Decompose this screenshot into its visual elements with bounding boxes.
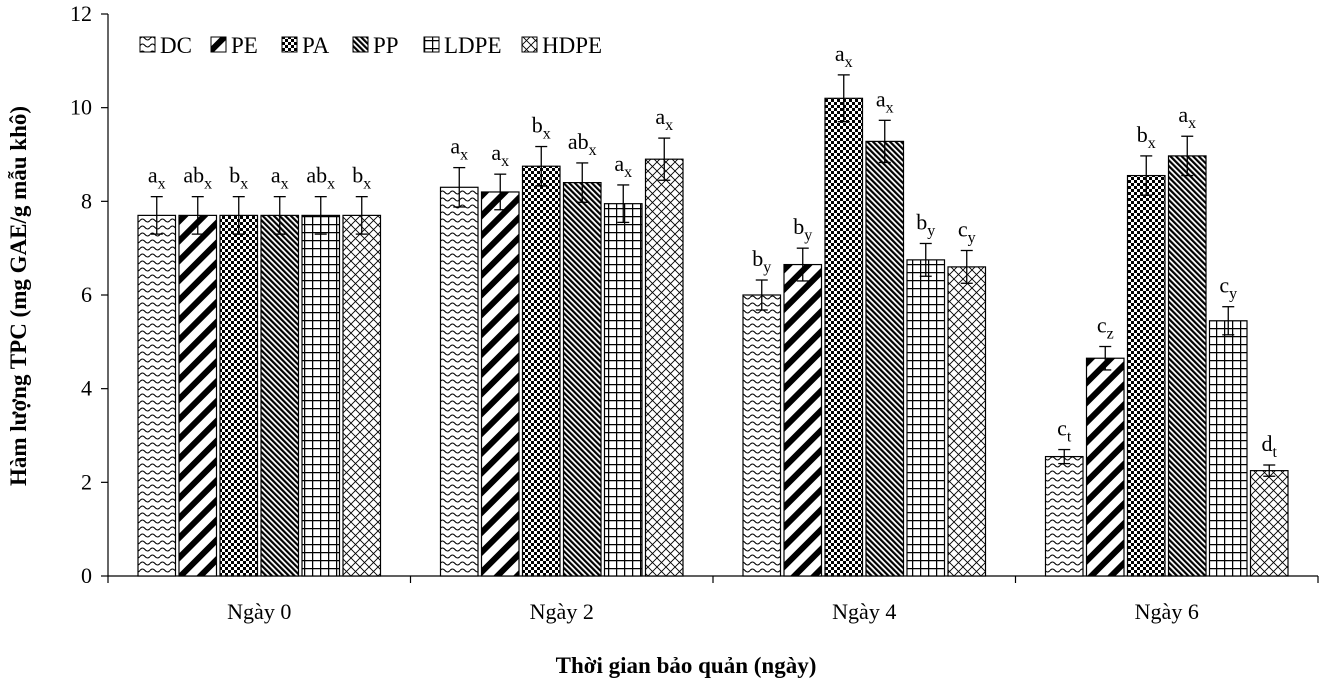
legend-swatch-dc [139, 36, 156, 53]
significance-label: cy [1219, 273, 1237, 303]
significance-label: ct [1057, 416, 1072, 446]
bar-pp-3 [1167, 155, 1207, 577]
bar-hdpe-1 [644, 158, 684, 577]
significance-label: ax [835, 41, 853, 71]
significance-label: by [752, 246, 771, 276]
legend-swatch-pa [281, 36, 298, 53]
bar-pa-3 [1126, 174, 1166, 577]
legend: DC PE PA PP LDPE HDPE [139, 33, 602, 58]
bar-pp-2 [865, 140, 905, 577]
significance-label: dt [1262, 431, 1278, 461]
bar-hdpe-0 [342, 214, 382, 577]
legend-label-hdpe: HDPE [542, 33, 602, 58]
significance-label: abx [183, 163, 212, 193]
bar-hdpe-3 [1249, 470, 1289, 577]
y-tick-label: 6 [81, 282, 92, 307]
y-tick-label: 8 [81, 188, 92, 213]
significance-label: bx [229, 163, 248, 193]
significance-label: abx [568, 129, 597, 159]
legend-swatch-hdpe [521, 36, 538, 53]
bar-pe-3 [1085, 357, 1125, 577]
significance-label: cz [1097, 313, 1114, 343]
bar-ldpe-0 [301, 214, 341, 577]
bar-pe-1 [480, 191, 520, 577]
significance-label: ax [148, 163, 166, 193]
bar-pp-1 [562, 182, 602, 577]
bar-ldpe-1 [603, 203, 643, 577]
bar-pa-0 [219, 214, 259, 577]
x-tick-label: Ngày 6 [1135, 599, 1199, 624]
x-tick-label: Ngày 2 [530, 599, 594, 624]
bar-pa-2 [824, 97, 864, 577]
bar-ldpe-2 [906, 259, 946, 577]
legend-label-pa: PA [302, 33, 330, 58]
significance-label: ax [1178, 102, 1196, 132]
bar-dc-3 [1044, 455, 1084, 577]
bar-dc-2 [742, 294, 782, 577]
bar-pa-1 [521, 165, 561, 577]
significance-label: ax [450, 134, 468, 164]
significance-label: bx [532, 113, 551, 143]
significance-label: abx [306, 163, 335, 193]
significance-label: by [916, 209, 935, 239]
x-tick-label: Ngày 4 [832, 599, 896, 624]
legend-label-dc: DC [160, 33, 192, 58]
x-tick-label: Ngày 0 [227, 599, 291, 624]
legend-swatch-ldpe [423, 36, 440, 53]
y-axis-title: Hàm lượng TPC (mg GAE/g mẫu khô) [6, 106, 31, 486]
legend-label-ldpe: LDPE [444, 33, 502, 58]
legend-swatch-pp [352, 36, 369, 53]
significance-label: ax [614, 151, 632, 181]
bar-dc-0 [137, 214, 177, 577]
significance-label: cy [958, 217, 976, 247]
bar-pe-2 [783, 263, 823, 577]
significance-label: ax [271, 163, 289, 193]
legend-label-pe: PE [231, 33, 258, 58]
y-tick-label: 0 [81, 563, 92, 588]
bar-pp-0 [260, 214, 300, 577]
significance-label: by [793, 214, 812, 244]
bar-dc-1 [439, 186, 479, 577]
bar-hdpe-2 [947, 266, 987, 577]
y-tick-label: 4 [81, 376, 92, 401]
legend-label-pp: PP [373, 33, 399, 58]
legend-swatch-pe [210, 36, 227, 53]
significance-label: bx [1137, 122, 1156, 152]
significance-label: ax [491, 140, 509, 170]
significance-label: ax [655, 104, 673, 134]
y-tick-label: 2 [81, 469, 92, 494]
significance-label: bx [352, 163, 371, 193]
bar-pe-0 [178, 214, 218, 577]
bar-ldpe-3 [1208, 320, 1248, 577]
y-tick-label: 10 [70, 95, 92, 120]
y-tick-label: 12 [70, 1, 92, 26]
significance-label: ax [876, 86, 894, 116]
x-axis-title: Thời gian bảo quản (ngày) [556, 653, 817, 678]
